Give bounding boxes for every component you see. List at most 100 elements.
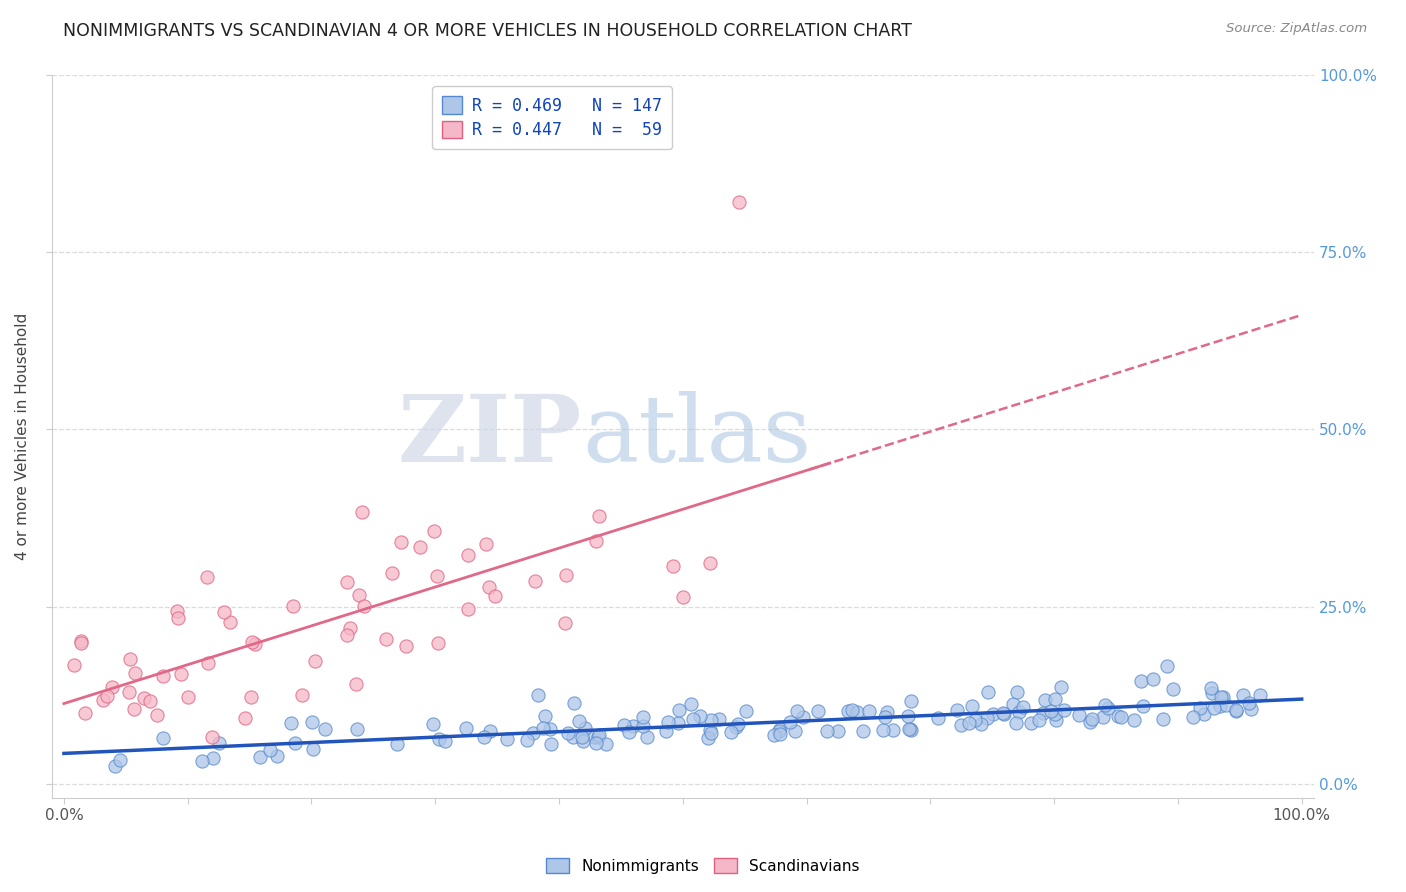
Point bbox=[689, 708, 711, 723]
Point bbox=[562, 697, 585, 711]
Point bbox=[779, 714, 801, 729]
Point bbox=[110, 753, 132, 767]
Point bbox=[336, 575, 359, 590]
Point bbox=[302, 742, 325, 756]
Point bbox=[284, 736, 307, 750]
Point bbox=[900, 723, 922, 738]
Point bbox=[124, 702, 146, 716]
Point bbox=[540, 737, 562, 751]
Point bbox=[1225, 703, 1247, 717]
Point bbox=[672, 590, 695, 604]
Point bbox=[1109, 710, 1132, 724]
Point bbox=[588, 727, 610, 741]
Point bbox=[1249, 688, 1271, 702]
Point bbox=[1033, 692, 1056, 706]
Point bbox=[1142, 672, 1164, 686]
Point bbox=[682, 713, 704, 727]
Point bbox=[101, 680, 124, 694]
Point bbox=[475, 537, 498, 551]
Point bbox=[167, 610, 190, 624]
Point bbox=[727, 195, 749, 210]
Point bbox=[1008, 705, 1031, 719]
Point bbox=[1043, 707, 1066, 722]
Point bbox=[478, 580, 501, 594]
Point bbox=[574, 722, 596, 736]
Point bbox=[472, 731, 495, 745]
Point bbox=[679, 698, 702, 712]
Point bbox=[1209, 699, 1232, 714]
Point bbox=[139, 694, 162, 708]
Point bbox=[841, 704, 863, 718]
Point bbox=[1239, 701, 1261, 715]
Point bbox=[700, 713, 723, 727]
Point bbox=[631, 710, 654, 724]
Point bbox=[571, 730, 593, 744]
Point bbox=[239, 690, 262, 705]
Point bbox=[837, 704, 859, 718]
Point bbox=[336, 628, 359, 642]
Point bbox=[456, 721, 478, 735]
Point bbox=[1215, 698, 1237, 712]
Point bbox=[177, 690, 200, 704]
Point bbox=[1005, 715, 1028, 730]
Point bbox=[457, 548, 479, 562]
Point bbox=[478, 724, 501, 739]
Point bbox=[900, 694, 922, 708]
Point bbox=[898, 722, 921, 736]
Point bbox=[75, 706, 97, 720]
Point bbox=[1045, 714, 1067, 728]
Point bbox=[970, 717, 993, 731]
Point bbox=[218, 615, 240, 629]
Point bbox=[457, 602, 479, 616]
Point bbox=[385, 737, 408, 751]
Point bbox=[1192, 707, 1215, 722]
Point bbox=[191, 754, 214, 768]
Point bbox=[201, 730, 224, 744]
Point bbox=[1039, 704, 1062, 718]
Point bbox=[1050, 680, 1073, 694]
Point bbox=[792, 710, 814, 724]
Point bbox=[1032, 706, 1054, 720]
Point bbox=[314, 723, 336, 737]
Text: Source: ZipAtlas.com: Source: ZipAtlas.com bbox=[1226, 22, 1367, 36]
Point bbox=[91, 692, 114, 706]
Point bbox=[524, 574, 547, 588]
Legend: Nonimmigrants, Scandinavians: Nonimmigrants, Scandinavians bbox=[540, 852, 866, 880]
Point bbox=[118, 684, 141, 698]
Text: ZIP: ZIP bbox=[398, 392, 582, 482]
Point bbox=[527, 688, 550, 702]
Point bbox=[409, 540, 432, 554]
Point bbox=[1130, 674, 1153, 689]
Point bbox=[636, 730, 658, 744]
Point bbox=[1232, 689, 1254, 703]
Point bbox=[1209, 690, 1232, 705]
Y-axis label: 4 or more Vehicles in Household: 4 or more Vehicles in Household bbox=[15, 313, 30, 560]
Point bbox=[266, 749, 288, 764]
Point bbox=[249, 749, 271, 764]
Point bbox=[619, 725, 641, 739]
Point bbox=[725, 720, 748, 734]
Point bbox=[699, 726, 721, 740]
Point bbox=[769, 726, 792, 740]
Point bbox=[381, 566, 404, 580]
Point bbox=[422, 717, 444, 731]
Text: atlas: atlas bbox=[582, 392, 811, 482]
Point bbox=[344, 677, 367, 691]
Point bbox=[1132, 698, 1154, 713]
Point bbox=[1107, 709, 1129, 723]
Point bbox=[516, 733, 538, 747]
Point bbox=[786, 705, 808, 719]
Point bbox=[769, 722, 792, 736]
Point bbox=[696, 731, 718, 745]
Point bbox=[1201, 686, 1223, 700]
Point bbox=[957, 716, 980, 731]
Point bbox=[991, 706, 1014, 720]
Point bbox=[631, 719, 654, 733]
Point bbox=[950, 718, 973, 732]
Point bbox=[1212, 690, 1234, 704]
Point bbox=[1069, 708, 1091, 723]
Point bbox=[349, 588, 371, 602]
Point bbox=[395, 639, 418, 653]
Point bbox=[426, 569, 449, 583]
Point bbox=[562, 730, 585, 744]
